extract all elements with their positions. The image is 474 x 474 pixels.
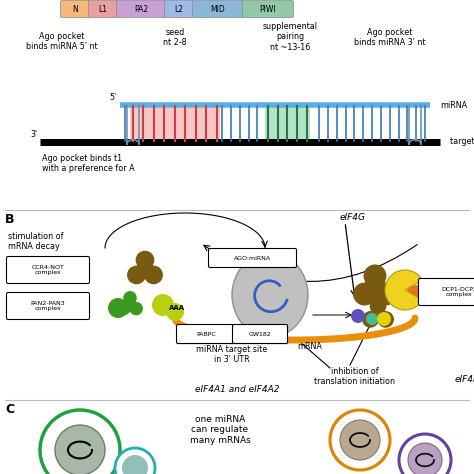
Circle shape [123,298,137,312]
Text: eIF4E: eIF4E [455,375,474,384]
Circle shape [152,294,174,316]
Circle shape [166,303,184,321]
Text: AGO:miRNA: AGO:miRNA [235,255,272,261]
Text: inhibition of
translation initiation: inhibition of translation initiation [315,367,395,386]
FancyBboxPatch shape [89,0,118,18]
Circle shape [115,448,155,474]
Circle shape [117,302,130,315]
Circle shape [374,283,397,305]
Circle shape [55,425,105,474]
Text: GW182: GW182 [249,331,272,337]
Text: PABPC: PABPC [196,331,216,337]
Text: MID: MID [210,4,225,13]
Bar [265,107,310,140]
Circle shape [122,455,148,474]
FancyBboxPatch shape [164,0,193,18]
Text: eIF4G: eIF4G [340,213,366,222]
FancyBboxPatch shape [419,279,474,306]
Circle shape [364,276,386,300]
Circle shape [370,307,386,323]
Circle shape [377,312,391,326]
Circle shape [144,265,163,284]
Text: miRNA target site
in 3' UTR: miRNA target site in 3' UTR [196,345,268,365]
Ellipse shape [405,285,430,305]
Text: CCR4-NOT
complex: CCR4-NOT complex [32,264,64,275]
Text: seed
nt 2-8: seed nt 2-8 [163,28,187,47]
Circle shape [377,311,394,328]
Bar [130,107,220,140]
Text: B: B [5,213,15,226]
Text: 3': 3' [31,130,38,139]
Text: L2: L2 [174,4,183,13]
Text: target mRNA: target mRNA [450,137,474,146]
Text: Ago pocket binds t1
with a preference for A: Ago pocket binds t1 with a preference fo… [42,154,135,173]
Text: mRNA: mRNA [298,342,322,351]
Text: AAA: AAA [169,305,185,311]
Circle shape [129,302,143,315]
Wedge shape [385,270,422,310]
Text: miRNA: miRNA [440,100,467,109]
Text: eIF4A1 and eIF4A2: eIF4A1 and eIF4A2 [195,385,279,394]
Circle shape [364,264,386,287]
FancyBboxPatch shape [233,325,288,344]
Circle shape [353,283,376,305]
Text: stimulation of
mRNA decay: stimulation of mRNA decay [8,232,64,251]
FancyBboxPatch shape [61,0,90,18]
FancyBboxPatch shape [243,0,293,18]
FancyBboxPatch shape [7,292,90,319]
Circle shape [108,298,128,318]
FancyBboxPatch shape [176,325,236,344]
Text: C: C [5,403,14,416]
Text: Ago pocket
binds miRNA 3' nt: Ago pocket binds miRNA 3' nt [354,28,426,47]
Ellipse shape [232,253,308,337]
FancyBboxPatch shape [192,0,244,18]
Text: DCP1-DCP2
complex: DCP1-DCP2 complex [441,287,474,297]
FancyBboxPatch shape [117,0,165,18]
Text: PA2: PA2 [134,4,148,13]
Text: 5': 5' [110,93,117,102]
Circle shape [362,311,379,328]
Circle shape [370,298,386,315]
Text: Ago pocket
binds miRNA 5' nt: Ago pocket binds miRNA 5' nt [26,32,98,51]
Text: N: N [72,4,78,13]
Text: PIWI: PIWI [260,4,276,13]
Text: one miRNA
can regulate
many mRNAs: one miRNA can regulate many mRNAs [190,415,250,445]
Text: PAN2-PAN3
complex: PAN2-PAN3 complex [31,301,65,311]
Circle shape [399,434,451,474]
Circle shape [136,261,155,279]
Circle shape [330,410,390,470]
Circle shape [408,443,442,474]
Circle shape [136,251,155,269]
Text: supplemental
pairing
nt ~13-16: supplemental pairing nt ~13-16 [263,22,318,52]
Text: L1: L1 [99,4,108,13]
FancyBboxPatch shape [209,248,297,267]
FancyBboxPatch shape [7,256,90,283]
Circle shape [340,420,380,460]
Circle shape [127,265,146,284]
Circle shape [366,313,378,325]
Circle shape [123,291,137,305]
Circle shape [40,410,120,474]
Circle shape [351,309,365,323]
